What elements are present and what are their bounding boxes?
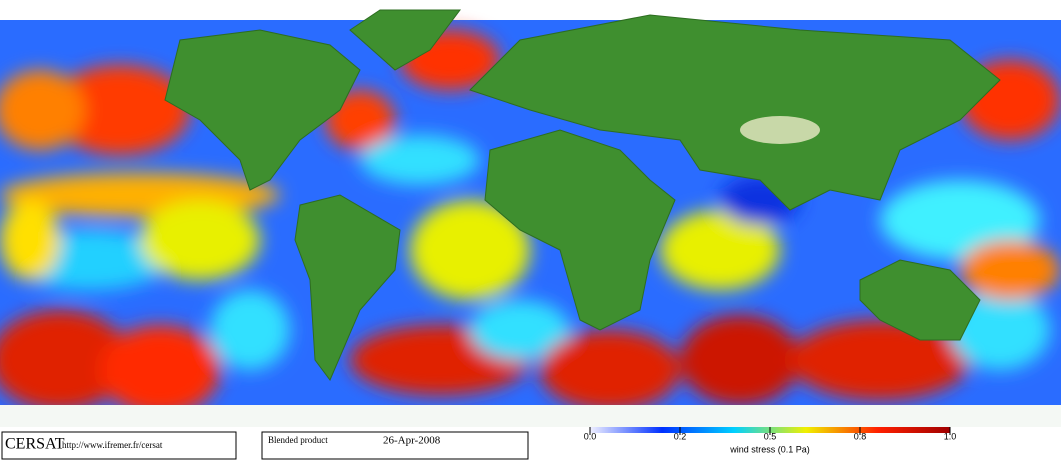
colorbar-tick-label: 1.0 [944, 431, 957, 441]
south-america [294, 194, 401, 381]
eurasia [469, 14, 1001, 211]
colorbar-tick-label: 0.5 [764, 431, 777, 441]
continents [164, 9, 1001, 381]
colorbar-tick-label: 0.0 [584, 431, 597, 441]
date: 26-Apr-2008 [383, 435, 441, 447]
product-box [261, 431, 529, 460]
africa [484, 129, 676, 331]
colorbar-tick-label: 0.2 [674, 431, 687, 441]
url: http://www.ifremer.fr/cersat [62, 440, 163, 450]
antarctica [0, 405, 1061, 427]
tibet-plateau [740, 116, 820, 144]
north-america [164, 29, 361, 191]
colorbar-label: wind stress (0.1 Pa) [729, 444, 810, 454]
greenland [349, 9, 461, 71]
colorbar-tick-label: 0.8 [854, 431, 867, 441]
logo: CERSAT [5, 436, 65, 453]
australia [859, 259, 981, 341]
product: Blended product [268, 435, 328, 445]
logo-box [1, 431, 237, 460]
